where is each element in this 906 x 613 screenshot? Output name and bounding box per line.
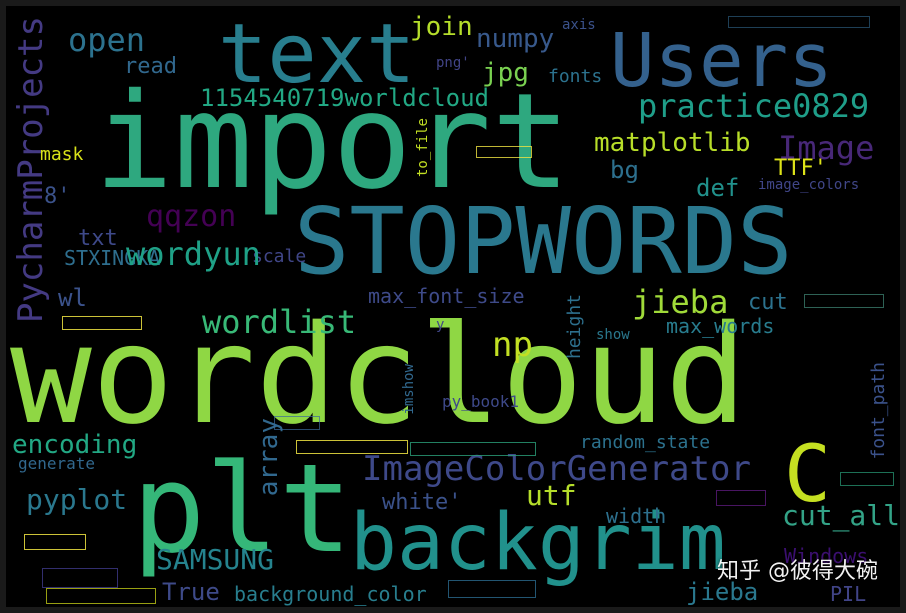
word-import: import	[94, 65, 571, 219]
word-worldcloud-id: 1154540719worldcloud	[200, 84, 489, 112]
glyph-placeholder-row	[716, 490, 766, 506]
word-eight: 8'	[44, 184, 71, 209]
word-pil: PIL	[830, 582, 867, 606]
word-to-file: to_file	[415, 118, 431, 178]
glyph-placeholder-row	[296, 440, 408, 454]
word-png: png'	[436, 55, 470, 71]
word-bg: bg	[610, 156, 639, 184]
word-encoding: encoding	[12, 430, 138, 460]
glyph-placeholder-row	[42, 568, 118, 588]
word-matplotlib: matplotlib	[594, 128, 751, 158]
word-def: def	[696, 174, 740, 202]
word-wordlist: wordlist	[202, 303, 357, 341]
word-join: join	[410, 12, 473, 42]
word-true: True	[162, 578, 220, 606]
word-jieba: jieba	[632, 283, 729, 321]
word-image-color-generator: ImageColorGenerator	[362, 449, 751, 489]
word-max-font-size: max_font_size	[368, 284, 525, 308]
word-py-book1: py_book1	[442, 392, 520, 411]
glyph-placeholder-row	[804, 294, 884, 308]
word-cut: cut	[748, 290, 788, 315]
word-fonts: fonts	[548, 66, 603, 87]
word-width: width	[606, 504, 667, 528]
word-open: open	[68, 21, 146, 59]
word-pycharm-projects: PycharmProjects	[11, 16, 51, 324]
word-samsung: SAMSUNG	[156, 543, 275, 576]
word-show: show	[596, 327, 630, 343]
word-numpy: numpy	[476, 24, 555, 54]
word-pyplot: pyplot	[26, 483, 128, 516]
word-axis: axis	[562, 17, 596, 33]
word-read: read	[124, 54, 177, 79]
word-max-words: max_words	[666, 314, 775, 338]
word-scale: scale	[252, 246, 307, 267]
word-wordcloud: wordcloud	[10, 297, 747, 455]
word-qqzon: qqzon	[146, 199, 237, 234]
glyph-placeholder-row	[274, 416, 320, 430]
word-backgrim: backgrim	[350, 498, 726, 588]
watermark-text: 知乎 @彼得大碗	[717, 559, 878, 584]
word-background-color: background_color	[234, 582, 427, 606]
word-txt: txt	[78, 226, 118, 251]
word-utf: utf	[526, 479, 577, 512]
word-text: text	[218, 7, 416, 102]
glyph-placeholder-row	[840, 472, 894, 486]
wordcloud-canvas: wordcloud import STOPWORDS plt backgrim …	[6, 6, 900, 607]
word-generate: generate	[18, 454, 96, 473]
word-jieba-short: jieba	[686, 578, 759, 606]
word-wordyun: wordyun	[126, 235, 261, 273]
glyph-placeholder-row	[728, 16, 870, 28]
word-plt: plt	[132, 438, 353, 580]
glyph-placeholder-row	[410, 442, 536, 456]
word-users: Users	[610, 18, 833, 104]
glyph-placeholder-row	[62, 316, 142, 330]
glyph-placeholder-row	[46, 588, 156, 604]
word-white: white'	[382, 490, 462, 515]
word-stxingka: STXINGKA	[64, 246, 161, 270]
word-height: height	[564, 294, 585, 360]
word-random-state: random_state	[580, 432, 711, 453]
word-wl: wl	[58, 284, 87, 312]
word-y: y	[436, 317, 445, 333]
word-mask: mask	[40, 144, 84, 165]
glyph-placeholder-row	[476, 146, 532, 158]
glyph-placeholder-row	[448, 580, 536, 598]
word-ttf: TTF'	[774, 156, 827, 181]
word-imshow: imshow	[401, 364, 417, 415]
word-jpg: jpg	[482, 58, 529, 88]
word-stopwords: STOPWORDS	[294, 188, 793, 295]
word-cut-all: cut_all	[782, 499, 900, 532]
word-c: C	[784, 430, 831, 520]
word-np: np	[492, 325, 533, 365]
word-font-path: font_path	[868, 362, 889, 460]
word-image-colors: image_colors	[758, 177, 860, 193]
word-windows: Windows	[784, 544, 869, 568]
glyph-placeholder-row	[24, 534, 86, 550]
watermark: 知乎 @彼得大碗	[717, 553, 878, 585]
word-practice0829: practice0829	[638, 87, 870, 125]
word-image: Image	[778, 129, 875, 167]
